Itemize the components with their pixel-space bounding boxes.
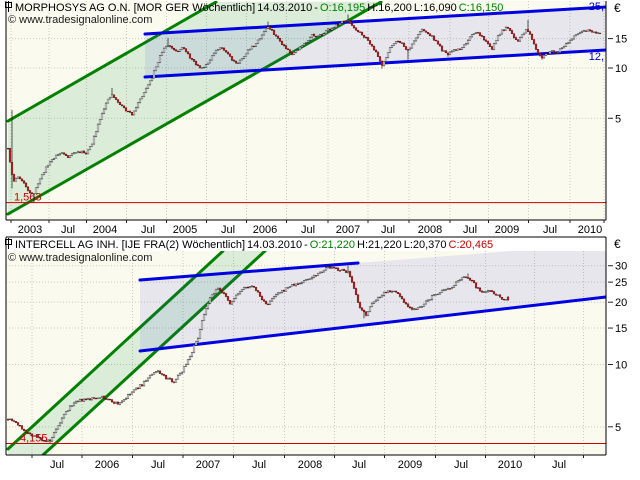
x-axis-label: Jul [221,224,235,236]
chart-panel-morphosys: 1,563 2003 Jul 2004 Jul 2005 Jul 2006 Jul 2007 Jul… [0,0,640,236]
close-value: C:20,465 [448,239,494,251]
y-axis-label: 30 [615,261,627,273]
x-axis-label: 2007 [196,459,220,471]
y-axis-label: 5 [615,113,621,125]
channel-value-label: 12, [589,51,604,63]
x-axis-label: Jul [252,459,266,471]
x-axis-label: Jul [151,459,165,471]
instrument-title: MORPHOSYS AG O.N. [MOR GER Wöchentlich] [15,2,256,14]
quote-date: 14.03.2010 [247,239,303,251]
x-axis-label: Jul [141,224,155,236]
open-value: O:16,195 [319,2,366,14]
y-axis-label: 5 [615,422,621,434]
x-axis-label: 2005 [173,224,197,236]
x-axis-label: Jul [381,224,395,236]
price-chart-morphosys[interactable]: 1,563 2003 Jul 2004 Jul 2005 Jul 2006 Jul 2007 Jul… [0,0,640,236]
x-axis-label: Jul [61,224,75,236]
y-axis-label: 10 [615,63,627,75]
x-axis-label: 2007 [336,224,360,236]
x-axis-label: 2003 [18,224,42,236]
low-value: L:20,370 [403,239,447,251]
chart-panel-intercell: 4,155 Jul 2006 Jul 2007 Jul 2008 Jul 2009 Jul 2010… [0,236,640,480]
x-axis-label: 2006 [253,224,277,236]
dash: - [304,239,308,251]
y-axis-label: 25 [615,277,627,289]
x-axis-label: 2008 [418,224,442,236]
low-value: L:16,090 [413,2,457,14]
x-axis-label: 2006 [95,459,119,471]
candles-layer [6,14,602,203]
close-value: C:16,150 [458,2,504,14]
candles-layer [6,265,510,444]
trend-channels-layer [6,1,606,216]
plot-background [6,251,606,455]
x-axis-label: Jul [50,459,64,471]
y-axis-label: 15 [615,323,627,335]
plot-background [6,1,606,220]
y-axis-label: 15 [615,34,627,46]
y-axis-label: 20 [615,297,627,309]
currency-label: € [614,237,621,251]
x-axis-label: Jul [543,224,557,236]
channel-value-label: 25, [589,1,604,13]
x-axis-label: Jul [301,224,315,236]
support-line-label: 1,563 [14,192,42,204]
instrument-icon [5,238,12,252]
x-axis-label: 2008 [298,459,322,471]
x-axis-label: Jul [463,224,477,236]
currency-label: € [614,1,621,15]
instrument-icon [5,1,12,15]
x-axis-label: 2009 [398,459,422,471]
copyright-watermark: © www.tradesignalonline.com [8,252,153,264]
x-axis-label: Jul [352,459,366,471]
x-axis-label: 2010 [578,224,602,236]
chart-header-intercell: INTERCELL AG INH. [IJE FRA(2) Wöchentlic… [5,238,493,252]
open-value: O:21,220 [309,239,356,251]
chart-header-morphosys: MORPHOSYS AG O.N. [MOR GER Wöchentlich] 1… [5,1,503,15]
high-value: H:16,200 [367,2,412,14]
dash: - [314,2,318,14]
x-axis-label: 2009 [495,224,519,236]
quote-date: 14.03.2010 [257,2,313,14]
x-axis-label: 2010 [498,459,522,471]
x-axis-label: Jul [552,459,566,471]
x-axis-label: Jul [454,459,468,471]
instrument-title: INTERCELL AG INH. [IJE FRA(2) Wöchentlic… [15,239,246,251]
high-value: H:21,220 [357,239,402,251]
x-axis-label: 2004 [93,224,117,236]
y-axis-label: 10 [615,360,627,372]
copyright-watermark: © www.tradesignalonline.com [8,14,153,26]
support-line-label: 4,155 [20,432,48,444]
trend-channels-layer [6,251,606,455]
